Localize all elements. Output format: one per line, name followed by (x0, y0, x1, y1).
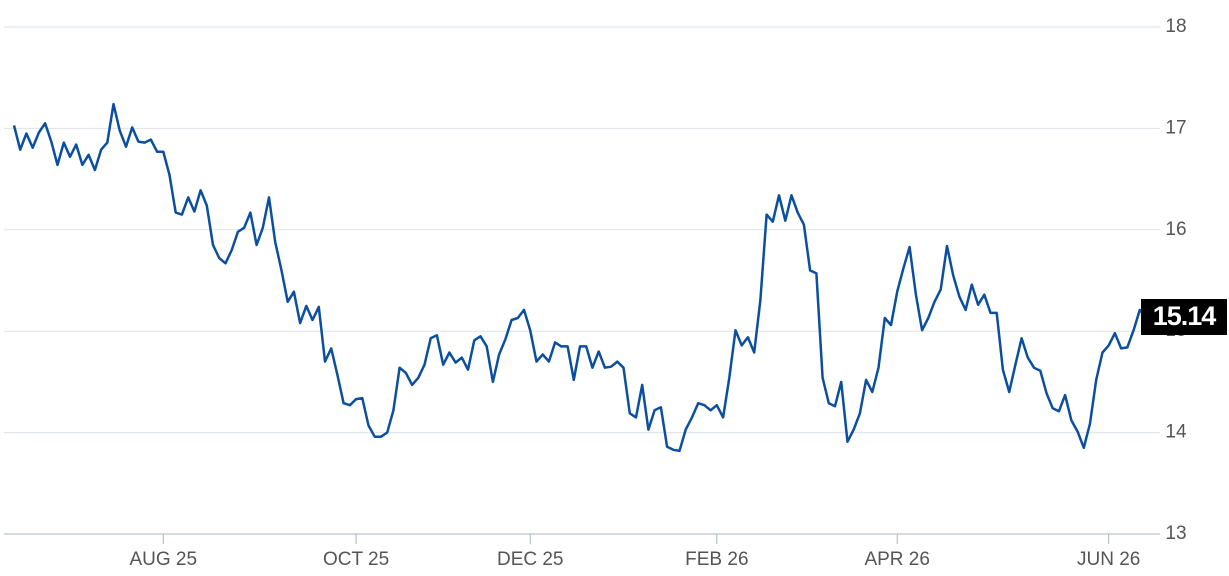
x-tick-label: DEC 25 (497, 549, 564, 570)
y-tick-label: 16 (1165, 219, 1186, 240)
price-line (12, 102, 1147, 453)
x-tick-label: AUG 25 (129, 549, 197, 570)
last-value-label: 15.14 (1153, 301, 1217, 331)
last-value-box (1141, 299, 1227, 336)
y-tick-label: 13 (1165, 523, 1186, 544)
y-tick-label: 14 (1165, 422, 1187, 443)
x-tick-label: FEB 26 (685, 549, 748, 570)
y-tick-label: 18 (1165, 16, 1186, 37)
x-tick-label: OCT 25 (323, 549, 389, 570)
y-tick-label: 17 (1165, 117, 1186, 138)
x-tick-label: APR 26 (864, 549, 929, 570)
x-tick-label: JUN 26 (1077, 549, 1140, 570)
